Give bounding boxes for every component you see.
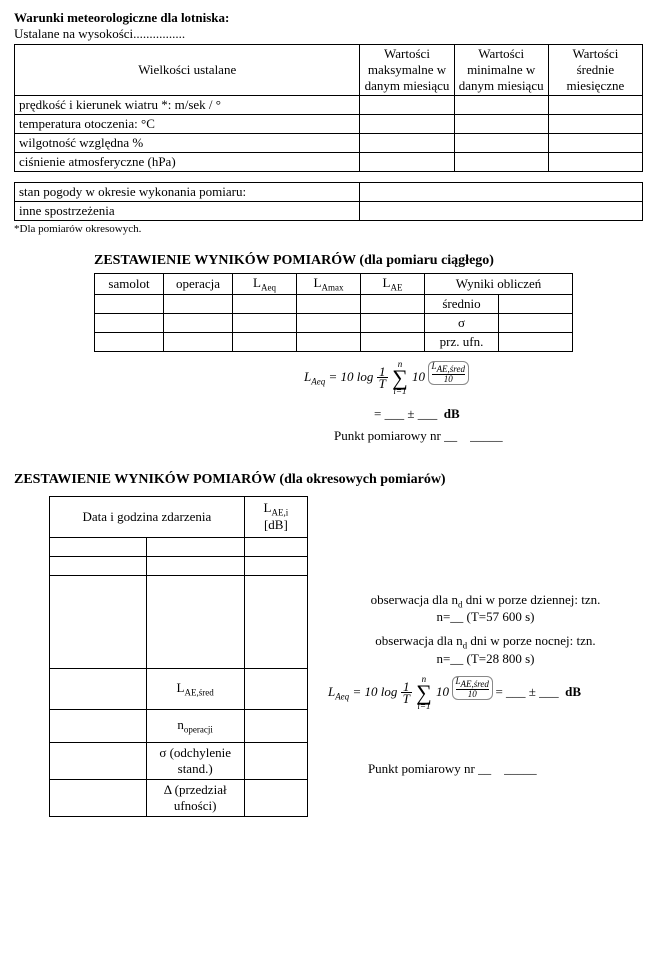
col-header: Wyniki obliczeń [425, 274, 573, 295]
point-label-2: Punkt pomiarowy nr __ _____ [368, 761, 643, 777]
results-table-periodic: Data i godzina zdarzenia LAE,i[dB] LAE,ś… [49, 496, 308, 817]
col-header: samolot [95, 274, 164, 295]
row-label: inne spostrzeżenia [19, 203, 115, 218]
table-row: ciśnienie atmosferyczne (hPa) [15, 153, 360, 172]
col-header: LAE,i[dB] [244, 496, 307, 537]
col-header: operacja [164, 274, 233, 295]
col-header: Wartości minimalne w danym miesiącu [454, 45, 548, 96]
obs-night: obserwacja dla nd dni w porze nocnej: tz… [328, 633, 643, 651]
point-label: Punkt pomiarowy nr __ _____ [334, 428, 643, 444]
subtitle: Ustalane na wysokości................ [14, 26, 643, 42]
footnote: *Dla pomiarów okresowych. [14, 223, 643, 235]
obs-day: obserwacja dla nd dni w porze dziennej: … [328, 592, 643, 610]
obs-night-2: n=__ (T=28 800 s) [328, 651, 643, 667]
col-header: Data i godzina zdarzenia [50, 496, 245, 537]
table-row: wilgotność względna % [15, 134, 360, 153]
meteo-table: Wielkości ustalane Wartości maksymalne w… [14, 44, 643, 172]
table-row: temperatura otoczenia: °C [15, 115, 360, 134]
obs-day-2: n=__ (T=57 600 s) [328, 609, 643, 625]
row-label: prędkość i kierunek wiatru *: m/sek / ° [19, 97, 221, 112]
formula-block: LAeq = 10 log 1 T n ∑ i=1 10 LAE,śred 10 [304, 360, 643, 396]
col-header: LAmax [297, 274, 361, 295]
row-label: LAE,śred [146, 668, 244, 709]
col-header: Wartości maksymalne w danym miesiącu [360, 45, 454, 96]
weather-state-table: stan pogody w okresie wykonania pomiaru:… [14, 182, 643, 221]
col-header: LAeq [233, 274, 297, 295]
col-header: Wielkości ustalane [15, 45, 360, 96]
row-label: stan pogody w okresie wykonania pomiaru: [19, 184, 246, 199]
table-row: stan pogody w okresie wykonania pomiaru: [15, 183, 360, 202]
section2-title: ZESTAWIENIE WYNIKÓW POMIARÓW (dla pomiar… [94, 253, 643, 269]
table-row: inne spostrzeżenia [15, 202, 360, 221]
col-header: Wartości średnie miesięczne [548, 45, 642, 96]
results-table-continuous: samolot operacja LAeq LAmax LAE Wyniki o… [94, 273, 573, 352]
formula: LAeq = 10 log 1 T n ∑ i=1 10 LAE,śred 10 [304, 369, 469, 384]
formula-block-2: LAeq = 10 log 1 T n ∑ i=1 10 LAE,śred 10 [328, 675, 643, 711]
section3-title: ZESTAWIENIE WYNIKÓW POMIARÓW (dla okreso… [14, 472, 643, 488]
eq-result: = ___ ± ___ dB [374, 406, 643, 422]
page-title: Warunki meteorologiczne dla lotniska: [14, 10, 643, 26]
col-header: LAE [361, 274, 425, 295]
side-text: obserwacja dla nd dni w porze dziennej: … [328, 592, 643, 777]
result-label: σ [425, 313, 499, 332]
row-label: σ (odchylenie stand.) [146, 742, 244, 779]
result-label: prz. ufn. [425, 332, 499, 351]
row-label: noperacji [146, 709, 244, 742]
row-label: Δ (przedział ufności) [146, 779, 244, 816]
table-row: prędkość i kierunek wiatru *: m/sek / ° [15, 96, 360, 115]
row-label: temperatura otoczenia: °C [19, 116, 155, 131]
row-label: ciśnienie atmosferyczne (hPa) [19, 154, 176, 169]
row-label: wilgotność względna % [19, 135, 143, 150]
result-label: średnio [425, 294, 499, 313]
